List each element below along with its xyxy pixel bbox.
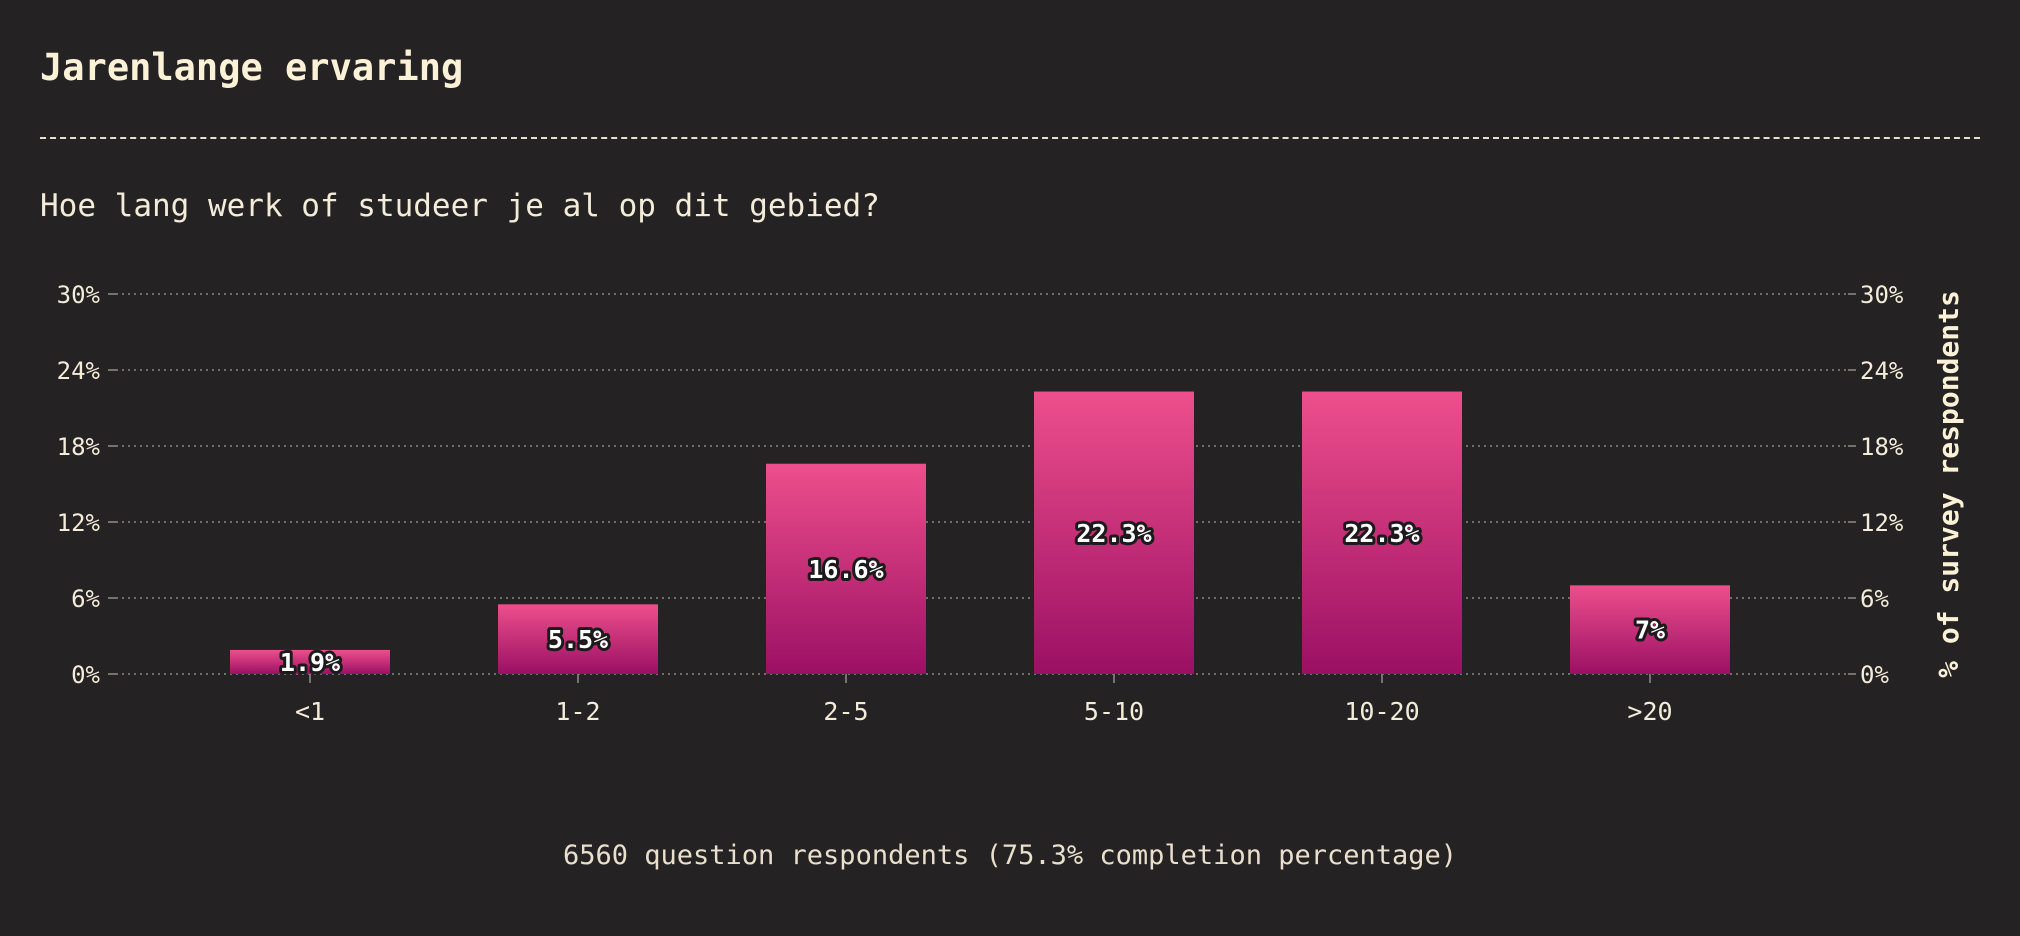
bar [1302, 391, 1462, 674]
y-tick-label: 24% [57, 357, 101, 385]
y-tick-label-right: 6% [1860, 585, 1889, 613]
y-tick-label: 6% [71, 585, 100, 613]
x-tick-label: 1-2 [555, 697, 600, 726]
y-tick-label-right: 24% [1860, 357, 1904, 385]
bar-chart: 0% 6% 12% 18% 24% 30% 0% 6% 12% 18% 24% 30% 1.9% 5.… [57, 281, 1965, 726]
y-tick-label: 30% [57, 281, 101, 309]
x-tick-label: 5-10 [1084, 697, 1144, 726]
gridlines [116, 293, 1848, 675]
x-tick-label: 10-20 [1344, 697, 1419, 726]
bar-value-label: 7% [1635, 616, 1665, 645]
y-tick-label-right: 30% [1860, 281, 1904, 309]
y-axis-label-right: % of survey respondents [1932, 290, 1965, 678]
y-tick-label-right: 12% [1860, 509, 1904, 537]
respondents-note: 6560 question respondents (75.3% complet… [562, 840, 1458, 871]
y-tick-label-right: 18% [1860, 433, 1904, 461]
bar-value-label: 16.6% [808, 555, 883, 584]
divider [40, 137, 1980, 139]
bar-value-label: 5.5% [548, 625, 608, 654]
x-tick-label: 2-5 [823, 697, 868, 726]
bar [1034, 391, 1194, 674]
x-tick-label: <1 [295, 697, 325, 726]
y-tick-label: 18% [57, 433, 101, 461]
question-text: Hoe lang werk of studeer je al op dit ge… [40, 188, 880, 224]
bar [1570, 585, 1730, 674]
x-tick-label: >20 [1627, 697, 1672, 726]
y-tick-label: 0% [71, 661, 100, 689]
bar-value-label: 1.9% [280, 648, 340, 677]
y-tick-label-right: 0% [1860, 661, 1889, 689]
bar [766, 463, 926, 674]
bar [498, 604, 658, 674]
left-y-axis: 0% 6% 12% 18% 24% 30% [57, 281, 116, 689]
chart-title: Jarenlange ervaring [40, 46, 464, 89]
bar-value-label: 22.3% [1344, 519, 1419, 548]
bar-value-label: 22.3% [1076, 519, 1151, 548]
bar [230, 649, 390, 674]
right-y-axis: 0% 6% 12% 18% 24% 30% [1848, 281, 1904, 689]
x-axis: <1 1-2 2-5 5-10 10-20 >20 [295, 674, 1673, 726]
y-tick-label: 12% [57, 509, 101, 537]
bars: 1.9% 5.5% 16.6% 22.3% 22.3% 7% [230, 391, 1730, 680]
